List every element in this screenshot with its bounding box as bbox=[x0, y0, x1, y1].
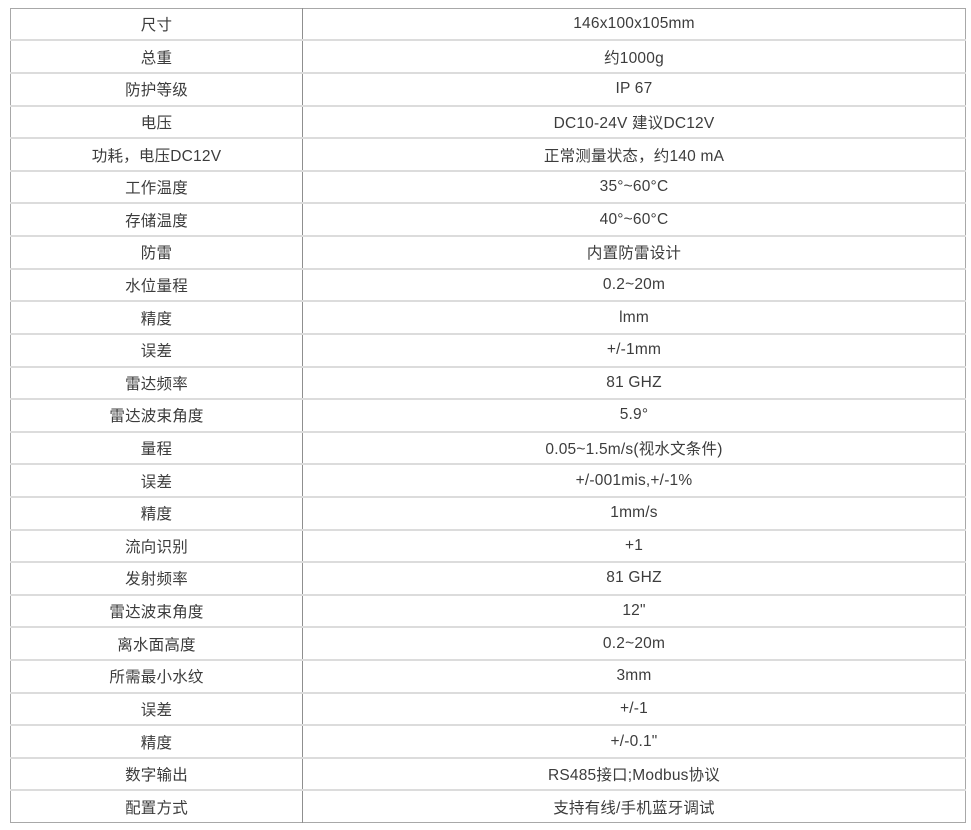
spec-label: 量程 bbox=[10, 431, 303, 465]
spec-label: 误差 bbox=[10, 464, 303, 497]
table-row: 误差 +/-1 bbox=[10, 692, 966, 726]
spec-value: 0.2~20m bbox=[602, 275, 666, 293]
spec-label: 配置方式 bbox=[10, 790, 303, 823]
spec-value: 支持有线/手机蓝牙调试 bbox=[553, 799, 715, 817]
table-row: 功耗，电压DC12V 正常测量状态，约140 mA bbox=[10, 138, 966, 171]
spec-label: 工作温度 bbox=[10, 170, 303, 204]
spec-label: 发射频率 bbox=[10, 562, 303, 595]
spec-value: +/-001mis,+/-1% bbox=[575, 471, 693, 489]
table-row: 精度 lmm bbox=[10, 301, 966, 334]
spec-label: 误差 bbox=[10, 333, 303, 367]
spec-value: +/-1 bbox=[620, 699, 648, 717]
table-row: 工作温度 35°~60°C bbox=[10, 170, 966, 204]
spec-label: 总重 bbox=[10, 40, 303, 74]
spec-value: 0.2~20m bbox=[602, 634, 666, 652]
spec-label: 所需最小水纹 bbox=[10, 660, 303, 693]
spec-value: 5.9° bbox=[619, 406, 649, 424]
table-row: 存储温度 40°~60°C bbox=[10, 203, 966, 237]
spec-value: DC10-24V 建议DC12V bbox=[553, 114, 715, 132]
spec-value: 81 GHZ bbox=[606, 373, 662, 391]
spec-value: +1 bbox=[624, 536, 644, 554]
table-row: 水位量程 0.2~20m bbox=[10, 268, 966, 302]
table-row: 离水面高度 0.2~20m bbox=[10, 627, 966, 660]
table-row: 电压 DC10-24V 建议DC12V bbox=[10, 105, 966, 139]
table-row: 配置方式 支持有线/手机蓝牙调试 bbox=[10, 790, 966, 823]
spec-label: 防雷 bbox=[10, 236, 303, 269]
table-row: 雷达波束角度 12" bbox=[10, 594, 966, 628]
table-row: 误差 +/-001mis,+/-1% bbox=[10, 464, 966, 497]
spec-label: 误差 bbox=[10, 692, 303, 726]
table-row: 雷达波束角度 5.9° bbox=[10, 399, 966, 432]
spec-value: 81 GHZ bbox=[606, 569, 662, 587]
table-row: 精度 +/-0.1" bbox=[10, 725, 966, 758]
spec-value: 35°~60°C bbox=[599, 178, 669, 196]
spec-label: 数字输出 bbox=[10, 757, 303, 791]
spec-label: 防护等级 bbox=[10, 73, 303, 106]
table-row: 发射频率 81 GHZ bbox=[10, 562, 966, 595]
spec-value: 146x100x105mm bbox=[573, 15, 695, 33]
spec-value: RS485接口;Modbus协议 bbox=[547, 767, 721, 785]
spec-label: 水位量程 bbox=[10, 268, 303, 302]
spec-label: 存储温度 bbox=[10, 203, 303, 237]
spec-label: 电压 bbox=[10, 105, 303, 139]
spec-value: +/-1mm bbox=[606, 341, 662, 359]
table-row: 误差 +/-1mm bbox=[10, 333, 966, 367]
spec-label: 离水面高度 bbox=[10, 627, 303, 660]
spec-label: 功耗，电压DC12V bbox=[10, 138, 303, 171]
spec-value: IP 67 bbox=[615, 80, 653, 98]
spec-value: 约1000g bbox=[604, 49, 664, 67]
table-row: 流向识别 +1 bbox=[10, 529, 966, 563]
spec-label: 雷达波束角度 bbox=[10, 399, 303, 432]
table-row: 精度 1mm/s bbox=[10, 496, 966, 530]
spec-value: 正常测量状态，约140 mA bbox=[543, 147, 725, 165]
spec-value: 40°~60°C bbox=[599, 210, 669, 228]
spec-value: 12" bbox=[622, 602, 646, 620]
spec-label: 尺寸 bbox=[10, 8, 303, 41]
spec-value: 0.05~1.5m/s(视水文条件) bbox=[545, 441, 723, 459]
spec-value: lmm bbox=[619, 308, 649, 326]
table-row: 总重 约1000g bbox=[10, 40, 966, 74]
table-row: 量程 0.05~1.5m/s(视水文条件) bbox=[10, 431, 966, 465]
spec-value: +/-0.1" bbox=[610, 732, 658, 750]
spec-label: 流向识别 bbox=[10, 529, 303, 563]
spec-value: 1mm/s bbox=[610, 504, 658, 522]
table-row: 防护等级 IP 67 bbox=[10, 73, 966, 106]
spec-label: 精度 bbox=[10, 301, 303, 334]
spec-table: 尺寸 146x100x105mm 总重 约1000g 防护等级 IP 67 电压… bbox=[10, 8, 966, 823]
spec-value: 内置防雷设计 bbox=[586, 245, 682, 263]
table-row: 尺寸 146x100x105mm bbox=[10, 8, 966, 41]
table-row: 防雷 内置防雷设计 bbox=[10, 236, 966, 269]
spec-label: 精度 bbox=[10, 725, 303, 758]
table-row: 雷达频率 81 GHZ bbox=[10, 366, 966, 400]
table-row: 数字输出 RS485接口;Modbus协议 bbox=[10, 757, 966, 791]
spec-label: 雷达波束角度 bbox=[10, 594, 303, 628]
spec-label: 雷达频率 bbox=[10, 366, 303, 400]
table-row: 所需最小水纹 3mm bbox=[10, 660, 966, 693]
spec-label: 精度 bbox=[10, 496, 303, 530]
spec-table-body: 尺寸 146x100x105mm 总重 约1000g 防护等级 IP 67 电压… bbox=[10, 8, 966, 823]
spec-value: 3mm bbox=[616, 667, 652, 685]
